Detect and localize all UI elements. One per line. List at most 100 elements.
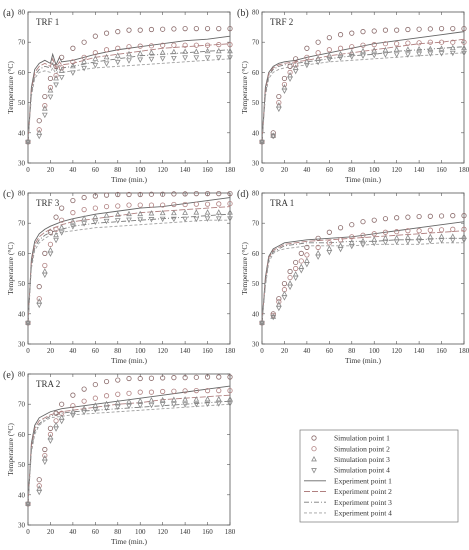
simulation-point-3-marker (270, 132, 277, 138)
legend-marker-4 (311, 468, 317, 474)
simulation-point-4-marker (227, 55, 233, 61)
simulation-point-4-marker (70, 412, 76, 419)
simulation-point-4-marker (227, 216, 233, 222)
y-tick-label: 80 (252, 190, 260, 198)
legend-marker-1 (311, 435, 317, 441)
y-tick-label: 70 (252, 220, 260, 228)
simulation-point-4-marker (360, 242, 366, 248)
simulation-point-2-marker (293, 62, 299, 68)
simulation-point-4-marker (36, 489, 43, 496)
simulation-point-1-marker (81, 386, 87, 392)
x-tick-label: 0 (26, 347, 30, 355)
simulation-point-3-marker (47, 87, 54, 93)
simulation-point-4-marker (461, 237, 467, 244)
simulation-point-4-marker (148, 402, 155, 409)
simulation-point-4-marker (315, 59, 321, 66)
legend-marker-3 (311, 455, 317, 462)
simulation-point-1-marker (394, 215, 400, 221)
experiment-line-2 (261, 230, 465, 323)
simulation-point-2-marker (59, 217, 65, 223)
x-tick-label: 100 (135, 166, 146, 174)
simulation-point-4-marker (47, 251, 54, 257)
simulation-point-3-marker (137, 50, 144, 56)
simulation-point-2-marker (371, 42, 377, 48)
simulation-point-4-marker (36, 133, 43, 140)
simulation-point-2-marker (227, 42, 233, 48)
simulation-point-1-marker (293, 56, 299, 62)
simulation-point-2-marker (137, 43, 143, 49)
simulation-point-2-marker (461, 226, 467, 232)
simulation-point-2-marker (47, 241, 54, 247)
simulation-point-3-marker (382, 46, 389, 53)
simulation-point-1-marker (137, 375, 143, 382)
simulation-point-2-marker (450, 39, 456, 45)
simulation-point-1-marker (193, 191, 199, 197)
simulation-point-1-marker (427, 26, 433, 32)
simulation-point-1-marker (53, 63, 59, 69)
simulation-point-2-marker (315, 50, 321, 56)
simulation-point-3-marker (114, 211, 121, 217)
simulation-point-1-marker (416, 26, 422, 32)
simulation-point-2-marker (276, 100, 282, 106)
simulation-point-3-marker (227, 47, 233, 54)
simulation-point-2-marker (171, 201, 177, 208)
simulation-point-1-marker (427, 213, 433, 219)
simulation-point-2-marker (115, 203, 121, 209)
simulation-point-1-marker (276, 93, 282, 100)
x-tick-label: 20 (47, 347, 55, 355)
simulation-point-2-marker (371, 231, 377, 237)
simulation-point-2-marker (337, 237, 344, 243)
x-tick-label: 60 (326, 166, 334, 174)
simulation-point-3-marker (204, 47, 211, 54)
x-tick-label: 140 (180, 166, 191, 174)
simulation-point-4-marker (137, 403, 144, 409)
simulation-point-1-marker (36, 284, 42, 290)
simulation-point-1-marker (281, 75, 288, 82)
simulation-point-2-marker (360, 42, 366, 48)
simulation-point-1-marker (315, 235, 321, 241)
simulation-point-2-marker (182, 201, 188, 208)
simulation-point-4-marker (126, 403, 132, 410)
simulation-point-1-marker (360, 29, 366, 35)
simulation-point-1-marker (148, 375, 155, 381)
simulation-point-1-marker (182, 375, 188, 381)
simulation-point-4-marker (275, 106, 282, 113)
experiment-line-1 (261, 221, 465, 323)
simulation-point-2-marker (70, 210, 76, 216)
simulation-point-1-marker (148, 26, 155, 33)
simulation-point-1-marker (349, 30, 355, 36)
x-tick-label: 160 (202, 528, 213, 536)
simulation-point-2-marker (382, 229, 389, 235)
simulation-point-2-marker (461, 39, 467, 45)
experiment-line-2 (27, 394, 231, 504)
x-axis-label: Time (min.) (111, 175, 147, 184)
simulation-point-4-marker (103, 218, 110, 225)
simulation-point-3-marker (159, 209, 166, 216)
y-tick-label: 40 (252, 129, 260, 137)
simulation-point-2-marker (394, 229, 400, 235)
x-tick-label: 80 (114, 347, 122, 355)
simulation-point-3-marker (204, 395, 211, 402)
simulation-point-4-marker (204, 401, 211, 408)
simulation-point-4-marker (148, 56, 155, 63)
x-axis-label: Time (min.) (111, 537, 147, 546)
simulation-point-1-marker (70, 197, 76, 204)
simulation-point-4-marker (114, 404, 121, 411)
simulation-point-2-marker (193, 42, 199, 48)
simulation-point-1-marker (227, 374, 233, 380)
plot-frame (27, 11, 231, 164)
simulation-point-4-marker (81, 221, 87, 227)
simulation-point-1-marker (115, 29, 121, 35)
simulation-point-4-marker (182, 216, 188, 223)
simulation-point-1-marker (115, 377, 121, 383)
experiment-line-1 (27, 385, 231, 504)
simulation-point-4-marker (81, 65, 87, 72)
simulation-point-4-marker (259, 320, 265, 327)
simulation-point-2-marker (287, 69, 293, 76)
x-tick-label: 120 (157, 166, 168, 174)
simulation-point-4-marker (382, 239, 389, 246)
x-tick-label: 40 (69, 528, 77, 536)
simulation-point-1-marker (227, 26, 233, 32)
x-tick-label: 40 (69, 347, 77, 355)
